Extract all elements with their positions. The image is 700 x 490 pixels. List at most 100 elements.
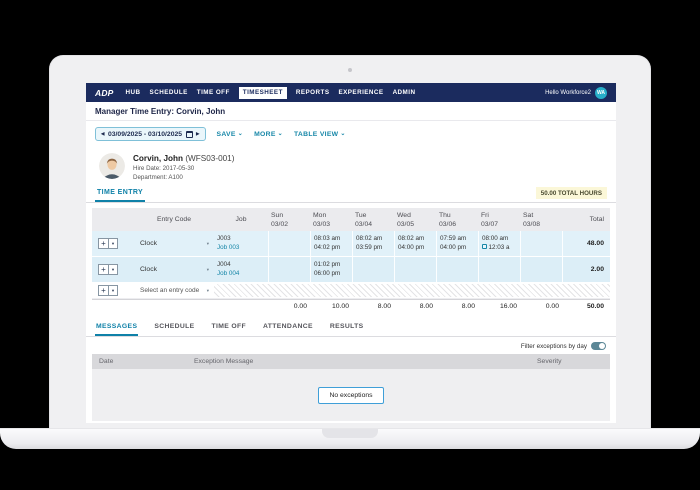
job-code: J004 xyxy=(217,261,231,269)
table-view-menu[interactable]: TABLE VIEW ⌄ xyxy=(294,131,346,138)
tab-schedule[interactable]: SCHEDULE xyxy=(154,323,195,331)
chevron-down-icon: ▾ xyxy=(206,240,209,246)
time-entry-tabrow: TIME ENTRY 50.00 TOTAL HOURS xyxy=(86,186,616,203)
employee-photo xyxy=(99,153,125,179)
webcam-icon xyxy=(348,68,352,72)
time-cell-wed[interactable]: 08:02 am 04:00 pm xyxy=(394,231,436,257)
time-entry-row: + ▾ Clock ▾ J004 Job 004 01 xyxy=(92,257,610,284)
col-header-sat: Sat 03/08 xyxy=(523,211,541,228)
time-entry-row: + ▾ Clock ▾ J003 Job 003 08 xyxy=(92,231,610,258)
entry-code-value: Clock xyxy=(140,240,157,248)
time-cell-mon[interactable]: 08:03 am 04:02 pm xyxy=(310,231,352,257)
col-header-job: Job xyxy=(235,216,247,224)
job-cell: J003 Job 003 xyxy=(214,231,268,256)
add-row-button[interactable]: + xyxy=(98,238,109,250)
date-range-picker[interactable]: ◀ 03/09/2025 - 03/10/2025 ▶ xyxy=(95,127,206,141)
prev-week-icon[interactable]: ◀ xyxy=(101,130,105,136)
no-exceptions-button[interactable]: No exceptions xyxy=(318,386,384,404)
time-cell-fri[interactable]: 08:00 am 12:03 a xyxy=(478,231,520,257)
user-greeting: Hello Workforce2 xyxy=(545,89,591,96)
total-hours-badge: 50.00 TOTAL HOURS xyxy=(535,187,607,199)
tab-results[interactable]: RESULTS xyxy=(329,323,364,331)
col-header-entry-code: Entry Code xyxy=(156,216,191,224)
nav-item-timesheet[interactable]: TIMESHEET xyxy=(238,86,287,99)
job-link[interactable]: Job 004 xyxy=(217,270,240,278)
time-cell-thu[interactable]: 07:59 am 04:00 pm xyxy=(436,231,478,257)
entry-code-select[interactable]: Clock ▾ xyxy=(134,231,214,256)
time-cell-tue[interactable]: 08:02 am 03:59 pm xyxy=(352,231,394,257)
tab-messages[interactable]: MESSAGES xyxy=(95,320,139,337)
add-row-button[interactable]: + xyxy=(98,264,109,276)
nav-item-hub[interactable]: HUB xyxy=(125,89,141,96)
employee-department: Department: A100 xyxy=(133,174,183,181)
col-header-tue: Tue 03/04 xyxy=(355,211,373,228)
table-view-label: TABLE VIEW xyxy=(293,130,339,138)
next-week-icon[interactable]: ▶ xyxy=(196,130,200,136)
top-nav: ADP HUB SCHEDULE TIME OFF TIMESHEET REPO… xyxy=(86,83,616,102)
time-cell-sat[interactable] xyxy=(520,257,562,283)
daily-total-sat: 0.00 xyxy=(545,303,559,311)
daily-total-thu: 8.00 xyxy=(461,303,475,311)
nav-item-time-off[interactable]: TIME OFF xyxy=(196,89,230,96)
more-label: MORE xyxy=(254,130,276,138)
daily-total-wed: 8.00 xyxy=(419,303,433,311)
add-row-button[interactable]: + xyxy=(98,285,109,297)
page-title: Manager Time Entry: Corvin, John xyxy=(95,107,226,116)
row-total: 2.00 xyxy=(562,257,608,283)
job-cell: J004 Job 004 xyxy=(214,257,268,282)
col-header-exception-message: Exception Message xyxy=(194,358,254,366)
entry-code-value: Clock xyxy=(140,266,157,274)
more-menu[interactable]: MORE ⌄ xyxy=(254,131,283,138)
col-header-thu: Thu 03/06 xyxy=(439,211,457,228)
col-header-wed: Wed 03/05 xyxy=(397,211,415,228)
col-header-severity: Severity xyxy=(537,358,562,366)
filter-exceptions-toggle[interactable] xyxy=(591,342,606,351)
tab-time-entry[interactable]: TIME ENTRY xyxy=(95,186,146,202)
user-avatar[interactable]: WA xyxy=(595,86,607,99)
laptop-base xyxy=(0,428,700,449)
time-cell-wed[interactable] xyxy=(394,257,436,283)
adp-logo[interactable]: ADP xyxy=(95,87,114,98)
col-header-sun: Sun 03/02 xyxy=(271,211,289,228)
add-row-caret-icon[interactable]: ▾ xyxy=(109,238,118,250)
new-entry-row: + ▾ Select an entry code ▾ xyxy=(92,283,610,300)
toggle-knob-icon xyxy=(599,343,605,350)
time-cell-mon[interactable]: 01:02 pm 06:00 pm xyxy=(310,257,352,283)
time-cell-sun[interactable] xyxy=(268,231,310,257)
filter-exceptions-label: Filter exceptions by day xyxy=(520,342,587,350)
add-row-caret-icon[interactable]: ▾ xyxy=(109,264,118,276)
job-link[interactable]: Job 003 xyxy=(217,244,240,252)
employee-name: Corvin, John xyxy=(133,154,184,163)
job-code: J003 xyxy=(217,235,231,243)
toolbar: ◀ 03/09/2025 - 03/10/2025 ▶ SAVE ⌄ MORE … xyxy=(86,121,616,146)
exceptions-header: Date Exception Message Severity xyxy=(92,354,610,370)
chevron-down-icon: ⌄ xyxy=(237,131,244,137)
daily-total-sun: 0.00 xyxy=(293,303,307,311)
nav-item-admin[interactable]: ADMIN xyxy=(392,89,416,96)
save-label: SAVE xyxy=(216,130,236,138)
col-header-fri: Fri 03/07 xyxy=(481,211,499,228)
next-day-icon xyxy=(482,244,487,250)
date-range-value: 03/09/2025 - 03/10/2025 xyxy=(107,130,183,138)
daily-total-fri: 16.00 xyxy=(499,303,517,311)
time-cell-sat[interactable] xyxy=(520,231,562,257)
time-cell-fri[interactable] xyxy=(478,257,520,283)
nav-item-reports[interactable]: REPORTS xyxy=(295,89,330,96)
employee-info: Corvin, John (WFS03-001) Hire Date: 2017… xyxy=(86,146,616,184)
laptop-screen-bezel: ADP HUB SCHEDULE TIME OFF TIMESHEET REPO… xyxy=(49,55,651,428)
nav-item-experience[interactable]: EXPERIENCE xyxy=(338,89,384,96)
employee-id: (WFS03-001) xyxy=(185,154,235,163)
time-cell-tue[interactable] xyxy=(352,257,394,283)
entry-code-select-placeholder[interactable]: Select an entry code ▾ xyxy=(134,283,214,298)
tab-attendance[interactable]: ATTENDANCE xyxy=(263,323,313,331)
daily-total-mon: 10.00 xyxy=(331,303,349,311)
entry-code-select[interactable]: Clock ▾ xyxy=(134,257,214,282)
tab-time-off[interactable]: TIME OFF xyxy=(211,323,247,331)
save-menu[interactable]: SAVE ⌄ xyxy=(217,131,244,138)
calendar-icon[interactable] xyxy=(185,130,193,138)
time-cell-sun[interactable] xyxy=(268,257,310,283)
add-row-caret-icon[interactable]: ▾ xyxy=(109,285,118,297)
time-cell-thu[interactable] xyxy=(436,257,478,283)
nav-item-schedule[interactable]: SCHEDULE xyxy=(149,89,188,96)
